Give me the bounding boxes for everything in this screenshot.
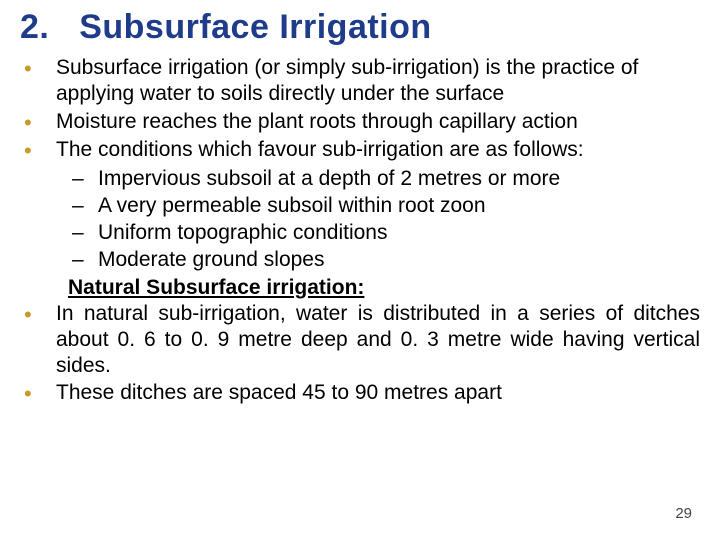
sub-bullet-text: Impervious subsoil at a depth of 2 metre… xyxy=(98,166,700,192)
sub-bullet-text: A very permeable subsoil within root zoo… xyxy=(98,193,700,219)
natural-heading: Natural Subsurface irrigation: xyxy=(20,276,700,300)
bullet-item: • These ditches are spaced 45 to 90 metr… xyxy=(20,380,700,408)
sub-bullet-text: Uniform topographic conditions xyxy=(98,220,700,246)
content-area: • Subsurface irrigation (or simply sub-i… xyxy=(20,55,700,408)
bullet-text: These ditches are spaced 45 to 90 metres… xyxy=(56,380,700,406)
title-text: Subsurface Irrigation xyxy=(79,8,431,47)
dash-icon: – xyxy=(72,166,98,192)
dash-icon: – xyxy=(72,247,98,273)
bullet-icon: • xyxy=(20,301,56,329)
bullet-icon: • xyxy=(20,137,56,165)
sub-bullet-item: – Uniform topographic conditions xyxy=(20,220,700,246)
bullet-icon: • xyxy=(20,55,56,83)
bullet-item: • Moisture reaches the plant roots throu… xyxy=(20,109,700,137)
slide-title: 2. Subsurface Irrigation xyxy=(20,8,700,47)
bullet-item: • In natural sub-irrigation, water is di… xyxy=(20,301,700,380)
bullet-icon: • xyxy=(20,380,56,408)
bullet-text: Subsurface irrigation (or simply sub-irr… xyxy=(56,55,700,108)
bullet-text: Moisture reaches the plant roots through… xyxy=(56,109,700,135)
sub-bullet-item: – Impervious subsoil at a depth of 2 met… xyxy=(20,166,700,192)
dash-icon: – xyxy=(72,193,98,219)
page-number: 29 xyxy=(675,505,692,522)
dash-icon: – xyxy=(72,220,98,246)
sub-bullet-item: – Moderate ground slopes xyxy=(20,247,700,273)
bullet-icon: • xyxy=(20,109,56,137)
bullet-text: The conditions which favour sub-irrigati… xyxy=(56,137,700,163)
bullet-item: • The conditions which favour sub-irriga… xyxy=(20,137,700,165)
sub-bullet-text: Moderate ground slopes xyxy=(98,247,700,273)
sub-bullet-item: – A very permeable subsoil within root z… xyxy=(20,193,700,219)
bullet-item: • Subsurface irrigation (or simply sub-i… xyxy=(20,55,700,108)
bullet-text: In natural sub-irrigation, water is dist… xyxy=(56,301,700,380)
title-number: 2. xyxy=(20,8,49,47)
